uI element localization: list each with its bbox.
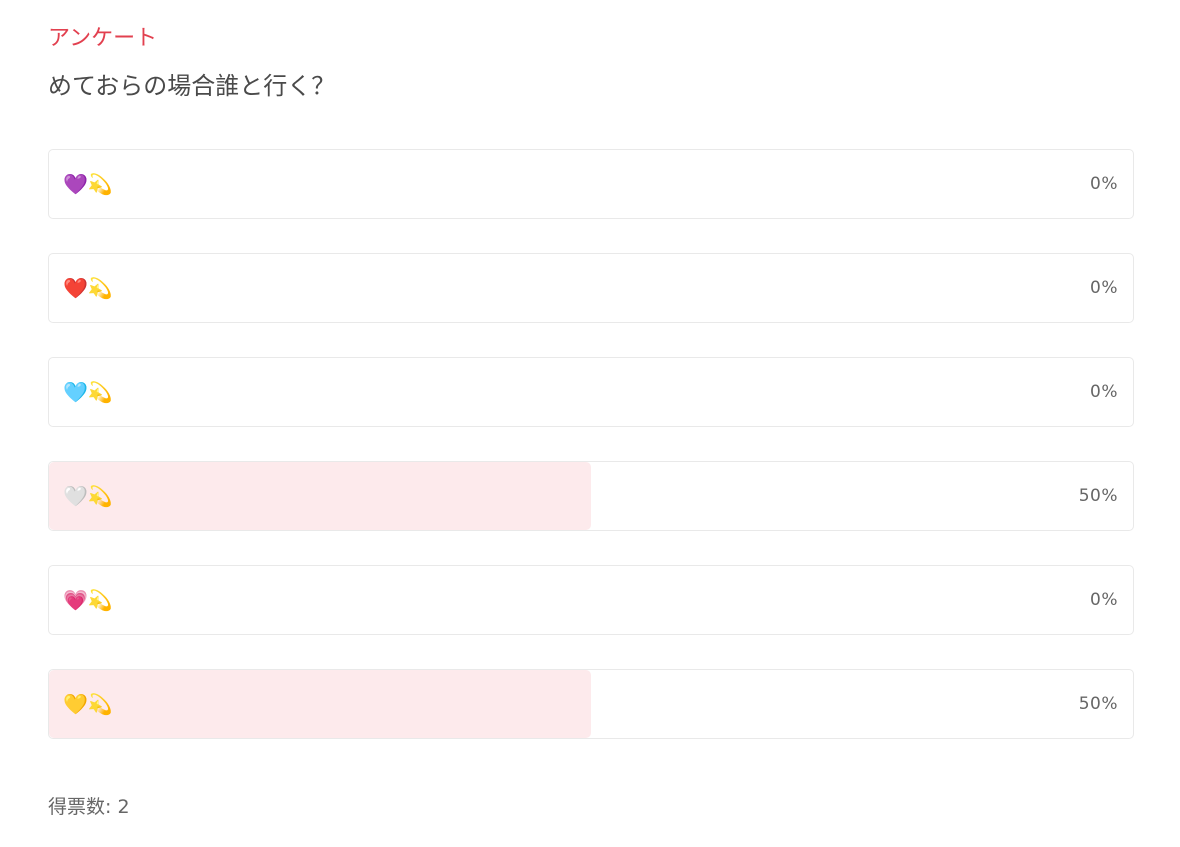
option-percent: 50% — [1078, 694, 1118, 714]
result-bar — [49, 670, 591, 738]
poll-option[interactable]: 💛💫 50% — [48, 669, 1134, 739]
option-text: ❤️💫 — [63, 276, 113, 300]
option-text: 🤍💫 — [63, 484, 113, 508]
option-percent: 0% — [1090, 382, 1118, 402]
poll-option[interactable]: 🩵💫 0% — [48, 357, 1134, 427]
poll-option[interactable]: 🤍💫 50% — [48, 461, 1134, 531]
poll-option[interactable]: 💗💫 0% — [48, 565, 1134, 635]
poll-question: めておらの場合誰と行く？ — [48, 72, 336, 100]
option-text: 💛💫 — [63, 692, 113, 716]
option-percent: 0% — [1090, 174, 1118, 194]
option-text: 🩵💫 — [63, 380, 113, 404]
poll-option[interactable]: ❤️💫 0% — [48, 253, 1134, 323]
option-percent: 0% — [1090, 278, 1118, 298]
result-bar — [49, 462, 591, 530]
vote-count: 得票数: 2 — [48, 796, 130, 818]
poll-label: アンケート — [48, 26, 158, 51]
option-percent: 50% — [1078, 486, 1118, 506]
poll-option[interactable]: 💜💫 0% — [48, 149, 1134, 219]
option-text: 💗💫 — [63, 588, 113, 612]
option-percent: 0% — [1090, 590, 1118, 610]
option-text: 💜💫 — [63, 172, 113, 196]
